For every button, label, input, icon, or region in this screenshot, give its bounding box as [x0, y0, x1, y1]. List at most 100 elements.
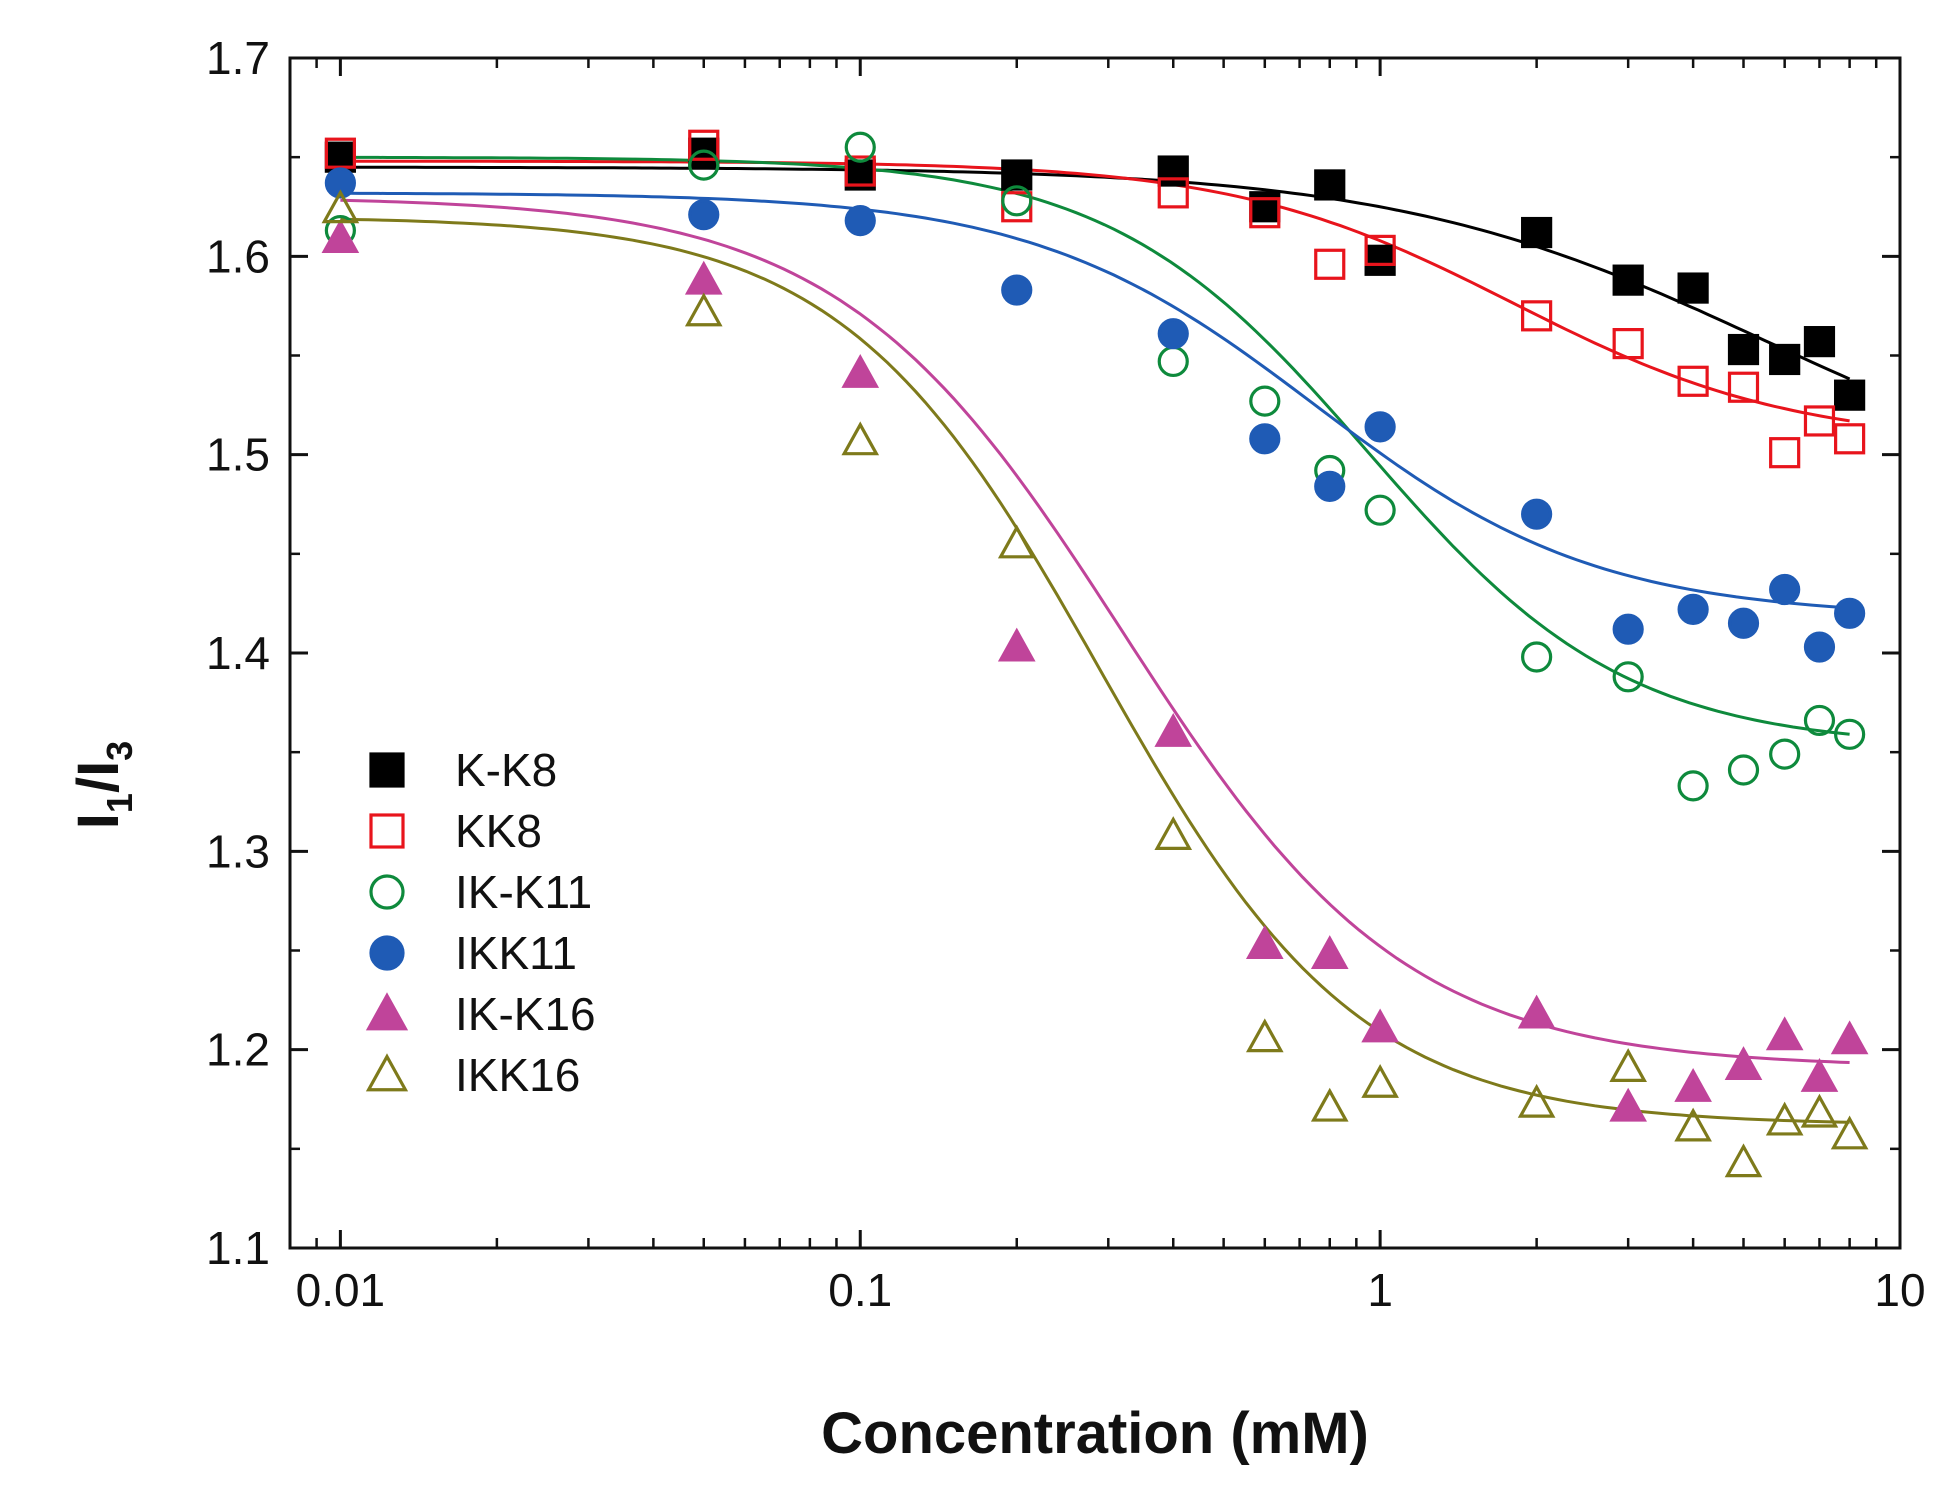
- point-kk8: [324, 137, 356, 169]
- point-ikk16: [841, 421, 880, 456]
- y-tick-label: 1.6: [206, 230, 270, 282]
- legend-marker-ikk16: [365, 1053, 409, 1092]
- point-ikk16: [1517, 1083, 1556, 1118]
- point-ikk11: [1612, 613, 1644, 645]
- x-axis-title: Concentration (mM): [821, 1401, 1369, 1466]
- legend-marker-kk8: [369, 813, 405, 849]
- point-ikk16: [1765, 1101, 1804, 1136]
- point-ikk16: [1245, 1018, 1284, 1053]
- point-ikk16: [997, 524, 1036, 559]
- point-kk8: [844, 155, 876, 187]
- point-k-k8: [1769, 343, 1801, 376]
- point-ikk11: [1769, 573, 1801, 606]
- point-ik-k11: [1769, 738, 1801, 770]
- point-k-k8: [1157, 155, 1189, 187]
- y-tick-label: 1.1: [206, 1222, 270, 1274]
- point-ik-k11: [1834, 718, 1866, 750]
- point-ik-k11: [1521, 641, 1553, 673]
- point-k-k8: [1834, 379, 1866, 411]
- point-kk8: [1249, 197, 1281, 229]
- legend-label-ikk11: IKK11: [455, 927, 577, 979]
- legend-label-ikk16: IKK16: [455, 1049, 580, 1101]
- point-kk8: [1803, 405, 1836, 437]
- point-ik-k16: [684, 260, 723, 295]
- point-ik-k16: [1724, 1046, 1763, 1081]
- point-ik-k11: [688, 149, 720, 181]
- y-axis-title-sub3: 3: [99, 741, 140, 761]
- point-ik-k11: [1727, 754, 1760, 786]
- point-ikk11: [688, 199, 720, 231]
- point-ik-k16: [1310, 935, 1349, 969]
- point-ik-k16: [1800, 1058, 1839, 1092]
- point-ik-k11: [1001, 185, 1033, 217]
- point-k-k8: [1249, 191, 1281, 223]
- point-kk8: [1612, 328, 1644, 360]
- point-ikk16: [1800, 1093, 1839, 1128]
- point-ikk16: [1724, 1143, 1763, 1178]
- legend-label-ik-k11: IK-K11: [455, 866, 592, 918]
- point-ikk11: [1364, 411, 1396, 443]
- point-k-k8: [1001, 159, 1033, 191]
- point-ik-k16: [321, 219, 360, 253]
- point-kk8: [1769, 437, 1801, 469]
- point-k-k8: [1314, 169, 1346, 201]
- point-ikk11: [324, 167, 356, 199]
- point-ik-k11: [1364, 494, 1396, 526]
- legend: K-K8 KK8 IK-K11 IKK11 IK-K16 IKK16: [365, 744, 596, 1101]
- point-kk8: [1521, 300, 1553, 332]
- point-ikk16: [1674, 1107, 1712, 1142]
- point-ik-k11: [1803, 704, 1836, 737]
- fit-curves: [340, 155, 1851, 1124]
- point-ikk11: [1803, 631, 1836, 663]
- point-ik-k16: [1609, 1087, 1647, 1122]
- point-ik-k16: [1765, 1016, 1804, 1051]
- point-ik-k16: [1245, 925, 1284, 960]
- point-kk8: [1314, 248, 1346, 280]
- point-ik-k16: [841, 353, 880, 388]
- x-tick-label: 10: [1874, 1264, 1925, 1316]
- y-axis-title-sub1: 1: [99, 793, 140, 813]
- point-kk8: [1364, 234, 1396, 266]
- point-ik-k16: [1517, 994, 1556, 1029]
- legend-marker-k-k8: [369, 752, 405, 788]
- point-ikk16: [1830, 1115, 1869, 1150]
- x-tick-label: 0.1: [828, 1264, 892, 1316]
- y-tick-label: 1.4: [206, 627, 270, 679]
- point-kk8: [1677, 365, 1709, 397]
- legend-marker-ik-k11: [369, 874, 405, 910]
- point-ikk11: [844, 205, 876, 237]
- point-kk8: [1157, 177, 1189, 209]
- y-tick-label: 1.5: [206, 429, 270, 481]
- point-ikk11: [1001, 274, 1033, 306]
- x-tick-label: 0.01: [296, 1264, 386, 1316]
- point-ik-k11: [1157, 345, 1189, 378]
- y-axis-title-slash: /I: [66, 761, 131, 793]
- point-ik-k11: [844, 131, 876, 163]
- y-axis-title: I1/I3: [66, 741, 140, 829]
- point-kk8: [1727, 371, 1760, 403]
- legend-label-k-k8: K-K8: [455, 744, 557, 796]
- point-kk8: [1834, 423, 1866, 455]
- point-k-k8: [1612, 264, 1644, 296]
- point-ikk16: [1361, 1063, 1399, 1098]
- fit-curve-ik-k11: [340, 155, 1850, 736]
- fit-curve-k-k8: [340, 165, 1851, 381]
- data-points: [321, 129, 1869, 1178]
- x-tick-label: 1: [1367, 1264, 1393, 1316]
- y-tick-label: 1.7: [206, 32, 270, 84]
- point-ikk11: [1314, 470, 1346, 502]
- point-ikk11: [1677, 593, 1709, 625]
- point-ikk11: [1521, 498, 1553, 530]
- fit-curve-kk8: [340, 159, 1850, 423]
- fit-curve-ikk11: [340, 191, 1850, 610]
- y-axis-title-main: I: [66, 813, 131, 829]
- point-ikk11: [1727, 607, 1760, 639]
- point-ik-k16: [997, 627, 1036, 662]
- point-k-k8: [1521, 216, 1553, 249]
- point-ik-k16: [1154, 712, 1193, 747]
- point-ikk11: [1157, 318, 1189, 350]
- legend-marker-ik-k16: [365, 992, 409, 1031]
- fit-curve-ikk16: [340, 217, 1850, 1124]
- point-k-k8: [1364, 244, 1396, 276]
- point-ik-k16: [1361, 1008, 1399, 1043]
